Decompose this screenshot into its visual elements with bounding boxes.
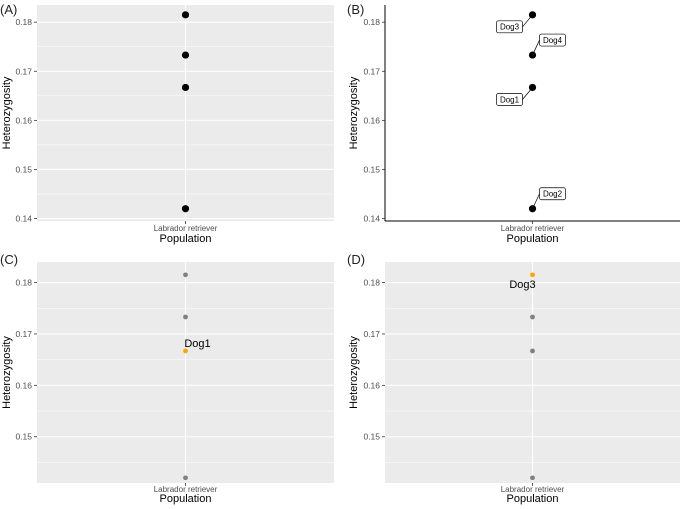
y-tick-label: 0.18 xyxy=(15,278,32,288)
data-point xyxy=(183,348,188,354)
data-point xyxy=(183,314,188,320)
y-tick-label: 0.17 xyxy=(15,66,32,76)
data-point xyxy=(181,11,190,19)
y-tick-label: 0.16 xyxy=(363,380,380,390)
y-tick-label: 0.15 xyxy=(363,164,380,174)
panel-letter: (C) xyxy=(0,252,18,267)
y-tick-label: 0.15 xyxy=(15,432,32,442)
x-category-label: Labrador retriever xyxy=(154,485,218,494)
x-axis-label: Population xyxy=(160,493,212,505)
x-axis-label: Population xyxy=(507,233,559,245)
x-axis-label: Population xyxy=(160,233,212,245)
y-tick-label: 0.16 xyxy=(15,115,32,125)
point-label: Dog4 xyxy=(543,36,563,45)
data-point xyxy=(530,272,535,278)
data-point xyxy=(183,475,188,481)
label-leader-line xyxy=(532,39,540,56)
data-point xyxy=(530,475,535,481)
y-tick-label: 0.14 xyxy=(15,214,32,224)
label-box xyxy=(539,187,566,201)
y-tick-label: 0.17 xyxy=(15,329,32,339)
data-point xyxy=(530,348,535,354)
point-label: Dog1 xyxy=(500,95,520,104)
x-category-label: Labrador retriever xyxy=(501,485,565,494)
label-leader-line xyxy=(522,14,533,28)
x-axis-label: Population xyxy=(507,493,559,505)
label-leader-line xyxy=(532,193,540,209)
data-point xyxy=(181,205,190,213)
y-tick-label: 0.18 xyxy=(15,17,32,27)
y-tick-label: 0.16 xyxy=(363,115,380,125)
y-tick-label: 0.15 xyxy=(363,432,380,442)
panel-d: (D) 0.15 0.16 0.17 0.18 Labrador retrieverPop… xyxy=(347,252,680,505)
y-tick-label: 0.17 xyxy=(363,329,380,339)
data-point xyxy=(181,51,190,59)
panel-letter: (D) xyxy=(347,252,365,267)
y-tick-label: 0.16 xyxy=(15,380,32,390)
data-point xyxy=(528,51,537,59)
y-tick-label: 0.17 xyxy=(363,66,380,76)
point-label: Dog3 xyxy=(500,23,520,32)
y-axis-label: Heterozygosity xyxy=(348,336,360,409)
panel-letter: (A) xyxy=(0,2,17,17)
panel-b: (B) 0.14 0.15 0.16 0.17 0.18 Labrador retrieve… xyxy=(347,2,680,245)
highlight-label: Dog1 xyxy=(184,338,210,350)
data-point xyxy=(181,83,190,92)
y-tick-label: 0.15 xyxy=(15,164,32,174)
label-box xyxy=(496,93,523,106)
y-axis-label: Heterozygosity xyxy=(348,76,360,149)
y-axis-label: Heterozygosity xyxy=(1,336,13,409)
panel-a: (A) 0.14 0.15 0.16 0.17 0.18 Labrador retrieve… xyxy=(0,2,334,245)
data-point xyxy=(530,314,535,320)
panel-letter: (B) xyxy=(347,2,364,17)
highlight-label: Dog3 xyxy=(509,279,535,291)
y-tick-label: 0.14 xyxy=(363,214,380,224)
point-label: Dog2 xyxy=(543,190,563,199)
y-tick-label: 0.18 xyxy=(363,17,380,27)
y-tick-label: 0.18 xyxy=(363,278,380,288)
x-category-label: Labrador retriever xyxy=(154,224,218,233)
label-box xyxy=(539,33,566,47)
label-box xyxy=(496,20,523,34)
data-point xyxy=(183,272,188,278)
y-axis-label: Heterozygosity xyxy=(1,76,13,149)
label-leader-line xyxy=(522,87,533,100)
x-category-label: Labrador retriever xyxy=(501,224,565,233)
panel-c: (C) 0.15 0.16 0.17 0.18 Labrador retrieverPop… xyxy=(0,252,334,505)
